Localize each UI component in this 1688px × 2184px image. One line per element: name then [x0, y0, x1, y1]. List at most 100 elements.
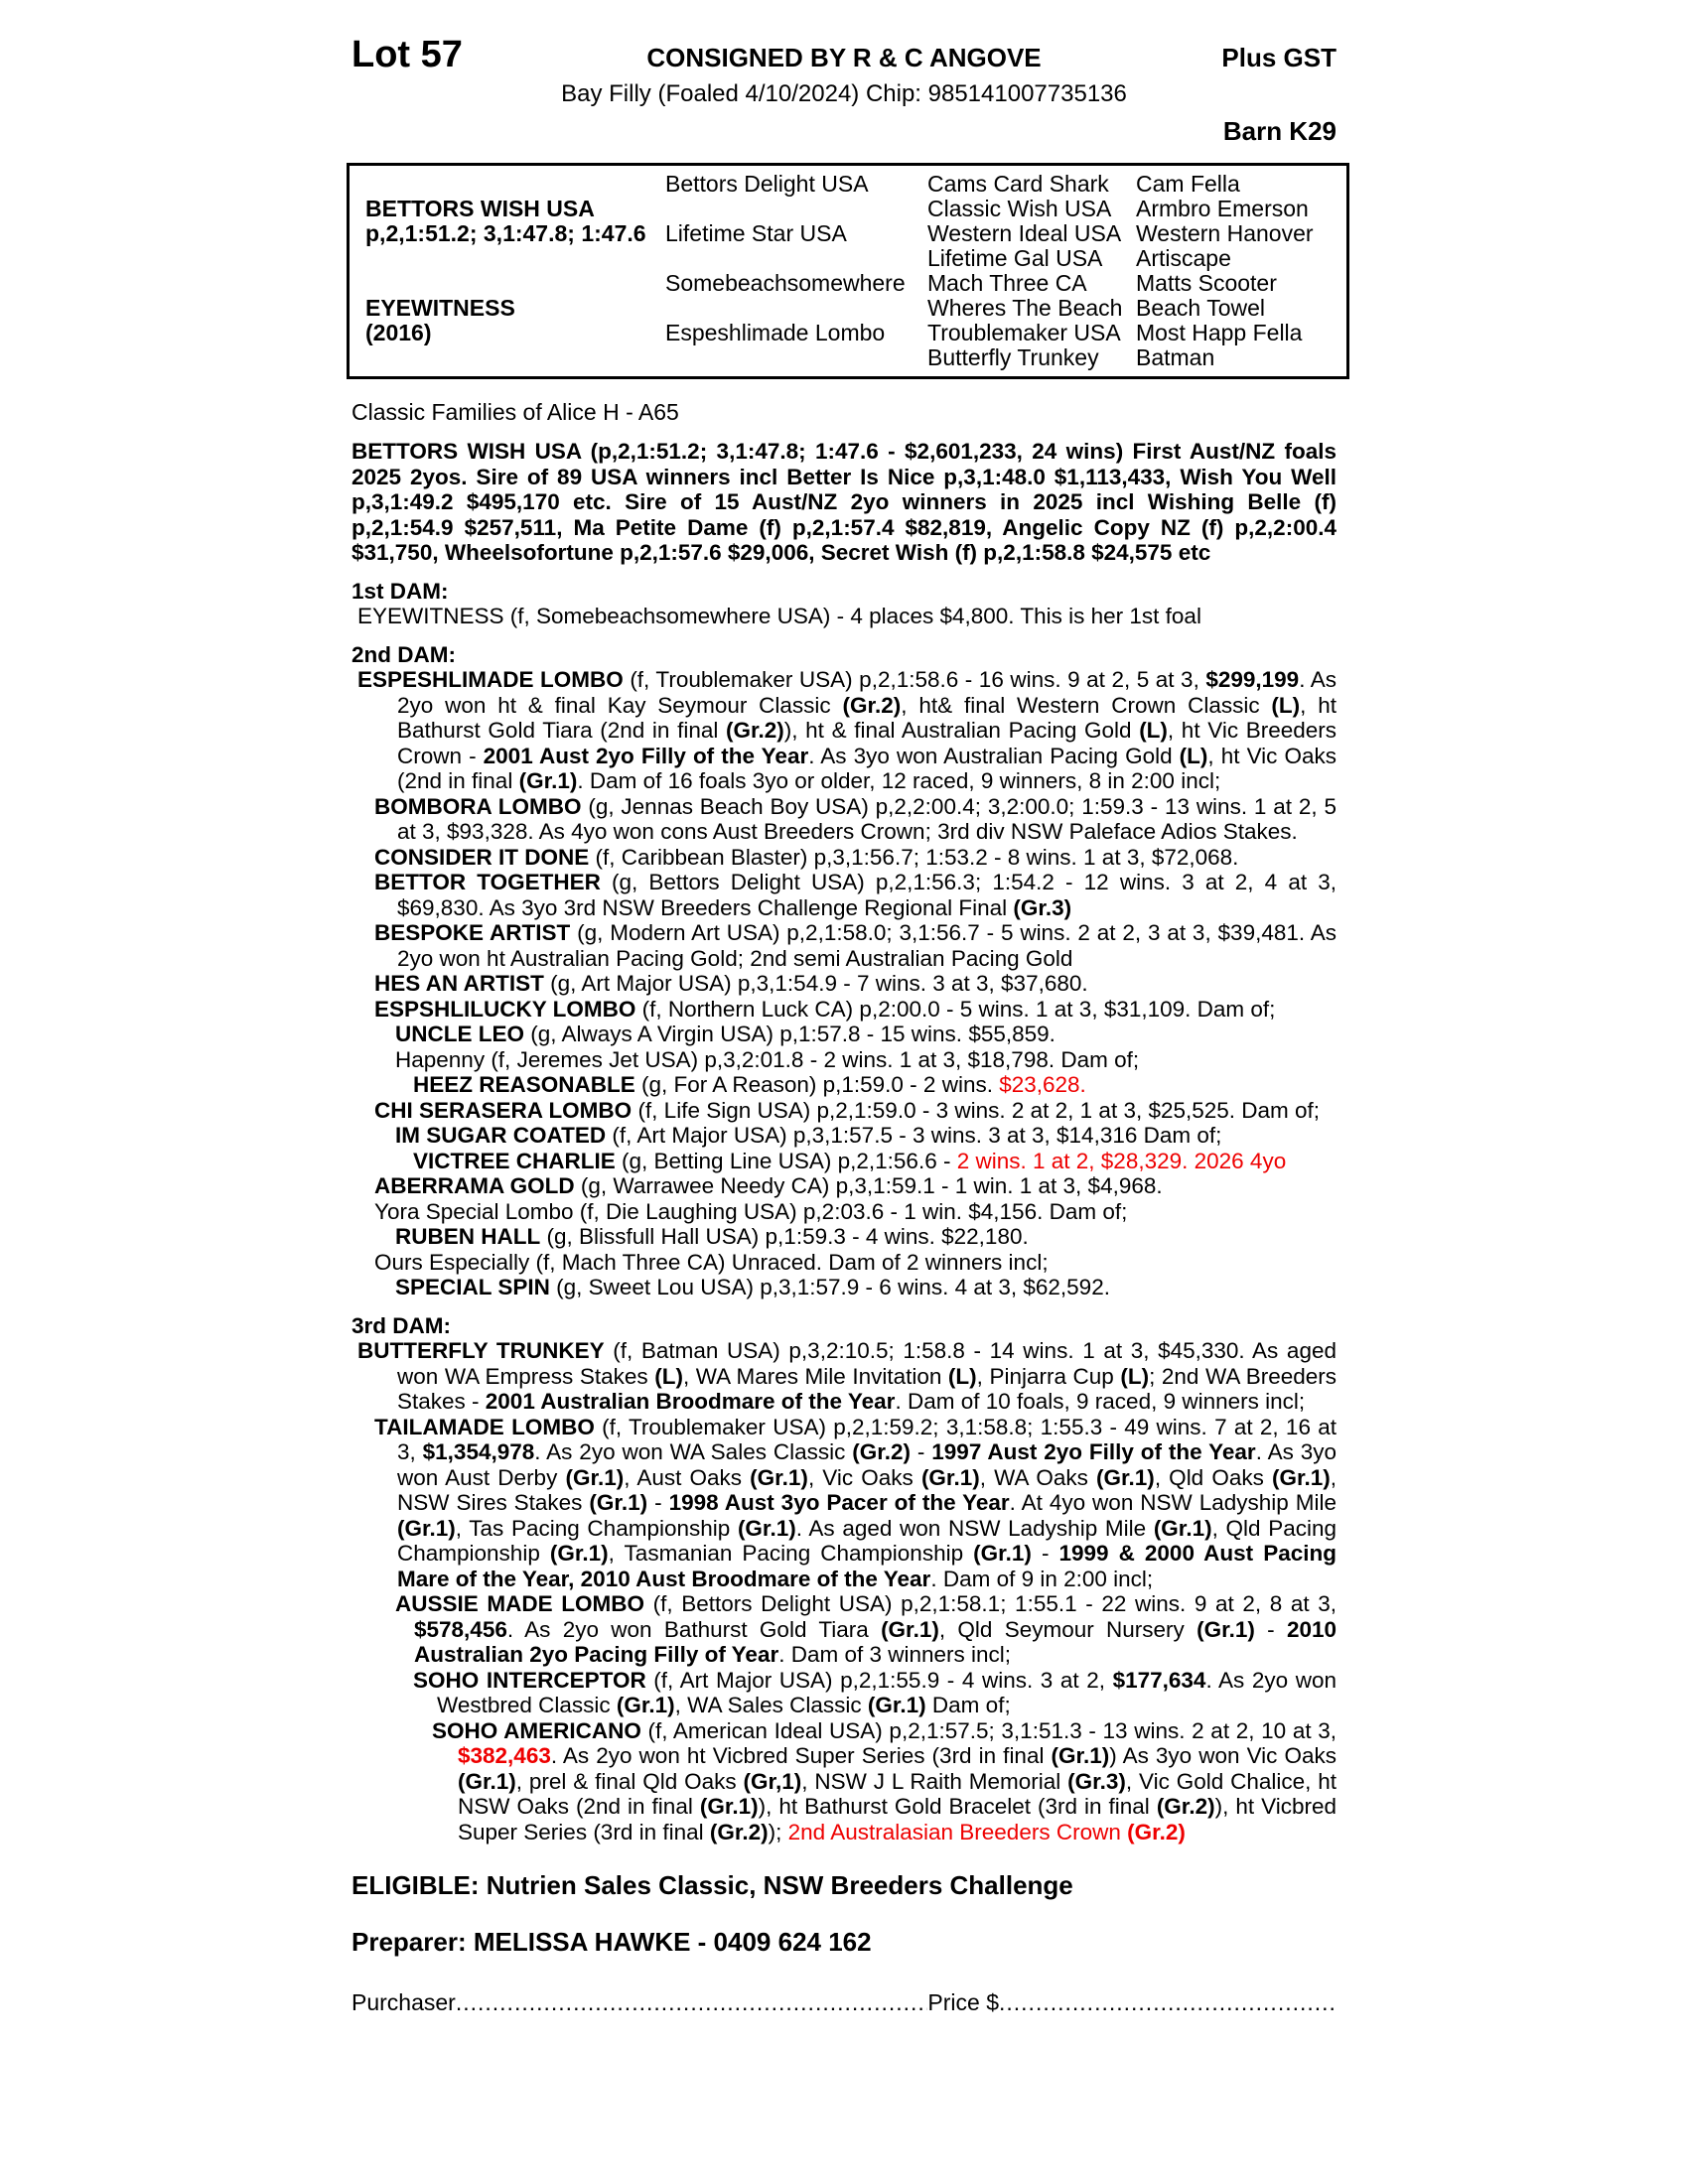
text-segment: $1,354,978 [422, 1439, 535, 1464]
text-segment: Yora Special Lombo (f, Die Laughing USA)… [374, 1198, 1128, 1224]
text-segment: (Gr.1) [1271, 1464, 1331, 1490]
entry-special-spin: SPECIAL SPIN (g, Sweet Lou USA) p,3,1:57… [352, 1275, 1336, 1300]
pedigree-cell: Mach Three CA [927, 270, 1087, 296]
text-segment: (Gr.1) [1051, 1743, 1110, 1768]
text-segment: (Gr.1) [549, 1541, 609, 1566]
pedigree-cell: Beach Towel [1136, 295, 1265, 321]
text-segment: (L) [1271, 692, 1301, 718]
text-segment: - [1031, 1541, 1059, 1566]
entry-ours-especially: Ours Especially (f, Mach Three CA) Unrac… [352, 1250, 1336, 1276]
text-segment: . As 3yo won Aust Derby [397, 1439, 1337, 1490]
text-segment: , prel & final Qld Oaks [515, 1768, 744, 1794]
text-segment: (Gr.1) [1096, 1464, 1155, 1490]
entry-chi-serasera-lombo: CHI SERASERA LOMBO (f, Life Sign USA) p,… [352, 1098, 1336, 1124]
text-segment: (Gr.3) [1013, 894, 1072, 920]
text-segment: , Vic Gold Chalice, ht NSW Oaks (2nd in … [458, 1768, 1336, 1820]
pedigree-cell: EYEWITNESS [365, 295, 515, 321]
text-segment: , Aust Oaks [624, 1464, 751, 1490]
text-segment: $177,634 [1112, 1667, 1206, 1693]
entry-ruben-hall: RUBEN HALL (g, Blissfull Hall USA) p,1:5… [352, 1224, 1336, 1250]
preparer-line: Preparer: MELISSA HAWKE - 0409 624 162 [352, 1927, 872, 1957]
text-segment: (f, Troublemaker USA) p,2,1:58.6 - 16 wi… [623, 667, 1206, 692]
text-segment: ) As 3yo won Vic Oaks [1109, 1743, 1336, 1768]
text-segment: (Gr,1) [743, 1768, 802, 1794]
text-segment: (Gr.2) [1127, 1819, 1186, 1844]
text-segment: (g, Bettors Delight USA) p,2,1:56.3; 1:5… [397, 870, 1337, 920]
text-segment: RUBEN HALL [395, 1224, 541, 1249]
text-segment: (f, Batman USA) p,3,2:10.5; 1:58.8 - 14 … [397, 1338, 1336, 1389]
text-segment: (Gr.2) [842, 692, 902, 718]
pedigree-cell: Most Happ Fella [1136, 320, 1303, 345]
pedigree-cell: Butterfly Trunkey [927, 344, 1099, 370]
text-segment: , NSW Sires Stakes [397, 1464, 1337, 1516]
text-segment: Ours Especially (f, Mach Three CA) Unrac… [374, 1249, 1049, 1275]
pedigree-cell: Espeshlimade Lombo [665, 320, 886, 345]
text-segment: , NSW J L Raith Memorial [801, 1768, 1068, 1794]
text-segment: (g, Art Major USA) p,3,1:54.9 - 7 wins. … [543, 971, 1088, 996]
pedigree-body: BETTORS WISH USA (p,2,1:51.2; 3,1:47.8; … [352, 439, 1336, 1844]
text-segment: CONSIDER IT DONE [374, 844, 590, 870]
entry-soho-americano: SOHO AMERICANO (f, American Ideal USA) p… [352, 1718, 1336, 1845]
pedigree-cell: Batman [1136, 344, 1215, 370]
text-segment: . As 2yo won ht & final Kay Seymour Clas… [397, 667, 1336, 718]
text-segment: - [1254, 1616, 1287, 1642]
text-segment: SPECIAL SPIN [395, 1275, 550, 1299]
pedigree-cell: p,2,1:51.2; 3,1:47.8; 1:47.6 [365, 220, 646, 246]
text-segment: (L) [654, 1363, 683, 1389]
price-label: Price $ [927, 1989, 999, 2015]
text-segment: - [647, 1490, 669, 1515]
text-segment: (Gr.1) [973, 1541, 1032, 1566]
text-segment: , WA Oaks [979, 1464, 1097, 1490]
foal-description: Bay Filly (Foaled 4/10/2024) Chip: 98514… [561, 80, 1127, 107]
text-segment: UNCLE LEO [395, 1022, 525, 1046]
text-segment: 3rd DAM: [352, 1312, 451, 1338]
text-segment: (L) [1120, 1363, 1150, 1389]
text-segment: , ht Vic Breeders Crown - [397, 718, 1337, 768]
text-segment: EYEWITNESS (f, Somebeachsomewhere USA) -… [357, 604, 1201, 628]
text-segment: (Gr.1) [881, 1616, 939, 1642]
consignor-line: CONSIGNED BY R & C ANGOVE [646, 43, 1042, 72]
text-segment: TAILAMADE LOMBO [374, 1414, 595, 1439]
entry-hapenny: Hapenny (f, Jeremes Jet USA) p,3,2:01.8 … [352, 1047, 1336, 1073]
text-segment: ); [768, 1819, 788, 1844]
text-segment: 1998 Aust 3yo Pacer of the Year [668, 1490, 1010, 1515]
pedigree-cell: Matts Scooter [1136, 270, 1277, 296]
pedigree-cell: (2016) [365, 320, 432, 345]
entry-espshlilucky-lombo: ESPSHLILUCKY LOMBO (f, Northern Luck CA)… [352, 997, 1336, 1023]
text-segment: IM SUGAR COATED [395, 1123, 607, 1148]
text-segment: (g, Warrawee Needy CA) p,3,1:59.1 - 1 wi… [574, 1173, 1163, 1198]
text-segment: . As 2yo won WA Sales Classic [534, 1439, 853, 1464]
text-segment: (g, Blissfull Hall USA) p,1:59.3 - 4 win… [540, 1224, 1029, 1249]
text-segment: 2nd DAM: [352, 641, 456, 667]
text-segment: $23,628. [999, 1072, 1086, 1097]
text-segment: (Gr.1) [518, 768, 578, 793]
entry-aussie-made-lombo: AUSSIE MADE LOMBO (f, Bettors Delight US… [352, 1591, 1336, 1668]
text-segment: (g, Jennas Beach Boy USA) p,2,2:00.4; 3,… [397, 793, 1336, 845]
dam2-header: 2nd DAM: [352, 642, 1336, 668]
text-segment: AUSSIE MADE LOMBO [395, 1591, 644, 1616]
text-segment: Dam of; [925, 1693, 1011, 1717]
text-segment: . As 2yo won ht Vicbred Super Series (3r… [550, 1743, 1052, 1768]
text-segment: BETTORS WISH USA (p,2,1:51.2; 3,1:47.8; … [352, 439, 1336, 565]
text-segment: (f, Northern Luck CA) p,2:00.0 - 5 wins.… [635, 996, 1276, 1022]
text-segment: . As 2yo won Westbred Classic [437, 1667, 1336, 1718]
pedigree-cell: Artiscape [1136, 245, 1231, 271]
text-segment: $382,463 [458, 1743, 551, 1768]
text-segment: (Gr.3) [1067, 1768, 1126, 1794]
text-segment: BUTTERFLY TRUNKEY [357, 1338, 605, 1363]
text-segment: , WA Sales Classic [674, 1693, 868, 1717]
text-segment: (Gr.1) [565, 1464, 625, 1490]
pedigree-table: Bettors Delight USA Cams Card Shark Cam Fe… [347, 163, 1349, 379]
text-segment: , Tas Pacing Championship [455, 1515, 738, 1541]
text-segment: ESPESHLIMADE LOMBO [357, 667, 624, 692]
barn-number: Barn K29 [1222, 116, 1336, 146]
text-segment: , WA Mares Mile Invitation [682, 1363, 948, 1389]
text-segment: , Qld Oaks [1154, 1464, 1272, 1490]
text-segment: 2nd Australasian Breeders Crown [787, 1819, 1128, 1844]
text-segment: (f, Art Major USA) p,2,1:55.9 - 4 wins. … [645, 1667, 1113, 1693]
eligibility-line: ELIGIBLE: Nutrien Sales Classic, NSW Bre… [352, 1870, 1073, 1900]
entry-consider-it-done: CONSIDER IT DONE (f, Caribbean Blaster) … [352, 845, 1336, 871]
text-segment: (Gr.2) [726, 718, 784, 743]
text-segment: SOHO AMERICANO [432, 1717, 641, 1743]
